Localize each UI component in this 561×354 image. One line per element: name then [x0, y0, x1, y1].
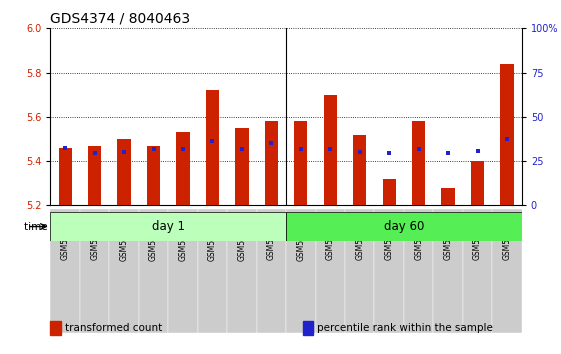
Text: GDS4374 / 8040463: GDS4374 / 8040463 [50, 12, 191, 26]
FancyBboxPatch shape [168, 209, 197, 333]
Bar [324, 95, 337, 205]
FancyBboxPatch shape [227, 209, 257, 333]
FancyBboxPatch shape [315, 209, 345, 333]
FancyBboxPatch shape [139, 209, 168, 333]
Bar [88, 145, 102, 205]
FancyBboxPatch shape [80, 209, 109, 333]
Text: GSM586103: GSM586103 [414, 214, 423, 261]
Bar [383, 179, 396, 205]
FancyBboxPatch shape [463, 209, 493, 333]
Text: GSM586099: GSM586099 [296, 214, 305, 261]
FancyBboxPatch shape [493, 209, 522, 333]
FancyBboxPatch shape [345, 209, 375, 333]
Text: day 60: day 60 [384, 220, 424, 233]
Bar [286, 212, 522, 241]
Text: day 1: day 1 [152, 220, 185, 233]
Text: GSM586093: GSM586093 [119, 214, 128, 261]
Text: GSM586097: GSM586097 [237, 214, 246, 261]
Text: GSM586101: GSM586101 [355, 214, 364, 260]
Text: GSM586100: GSM586100 [326, 214, 335, 261]
Bar [147, 145, 160, 205]
FancyBboxPatch shape [375, 209, 404, 333]
FancyBboxPatch shape [286, 209, 315, 333]
Text: percentile rank within the sample: percentile rank within the sample [317, 323, 493, 333]
FancyBboxPatch shape [109, 209, 139, 333]
Text: transformed count: transformed count [65, 323, 162, 333]
Bar [294, 121, 307, 205]
FancyBboxPatch shape [257, 209, 286, 333]
Bar [442, 188, 455, 205]
Text: GSM586095: GSM586095 [178, 214, 187, 261]
FancyBboxPatch shape [197, 209, 227, 333]
FancyBboxPatch shape [404, 209, 433, 333]
Bar [50, 212, 286, 241]
Bar [176, 132, 190, 205]
Bar [117, 139, 131, 205]
Bar [58, 148, 72, 205]
Bar [235, 128, 249, 205]
Bar [471, 161, 484, 205]
Bar [412, 121, 425, 205]
Text: GSM586091: GSM586091 [61, 214, 70, 261]
Bar [206, 90, 219, 205]
Bar [353, 135, 366, 205]
Text: GSM586094: GSM586094 [149, 214, 158, 261]
Bar [265, 121, 278, 205]
Text: GSM586092: GSM586092 [90, 214, 99, 261]
Bar [500, 64, 514, 205]
Text: GSM586102: GSM586102 [385, 214, 394, 260]
Text: GSM586098: GSM586098 [267, 214, 276, 261]
FancyBboxPatch shape [50, 209, 80, 333]
Text: GSM586106: GSM586106 [503, 214, 512, 261]
Text: GSM586104: GSM586104 [444, 214, 453, 261]
Text: GSM586096: GSM586096 [208, 214, 217, 261]
Text: GSM586105: GSM586105 [473, 214, 482, 261]
Text: time: time [24, 222, 50, 232]
FancyBboxPatch shape [433, 209, 463, 333]
